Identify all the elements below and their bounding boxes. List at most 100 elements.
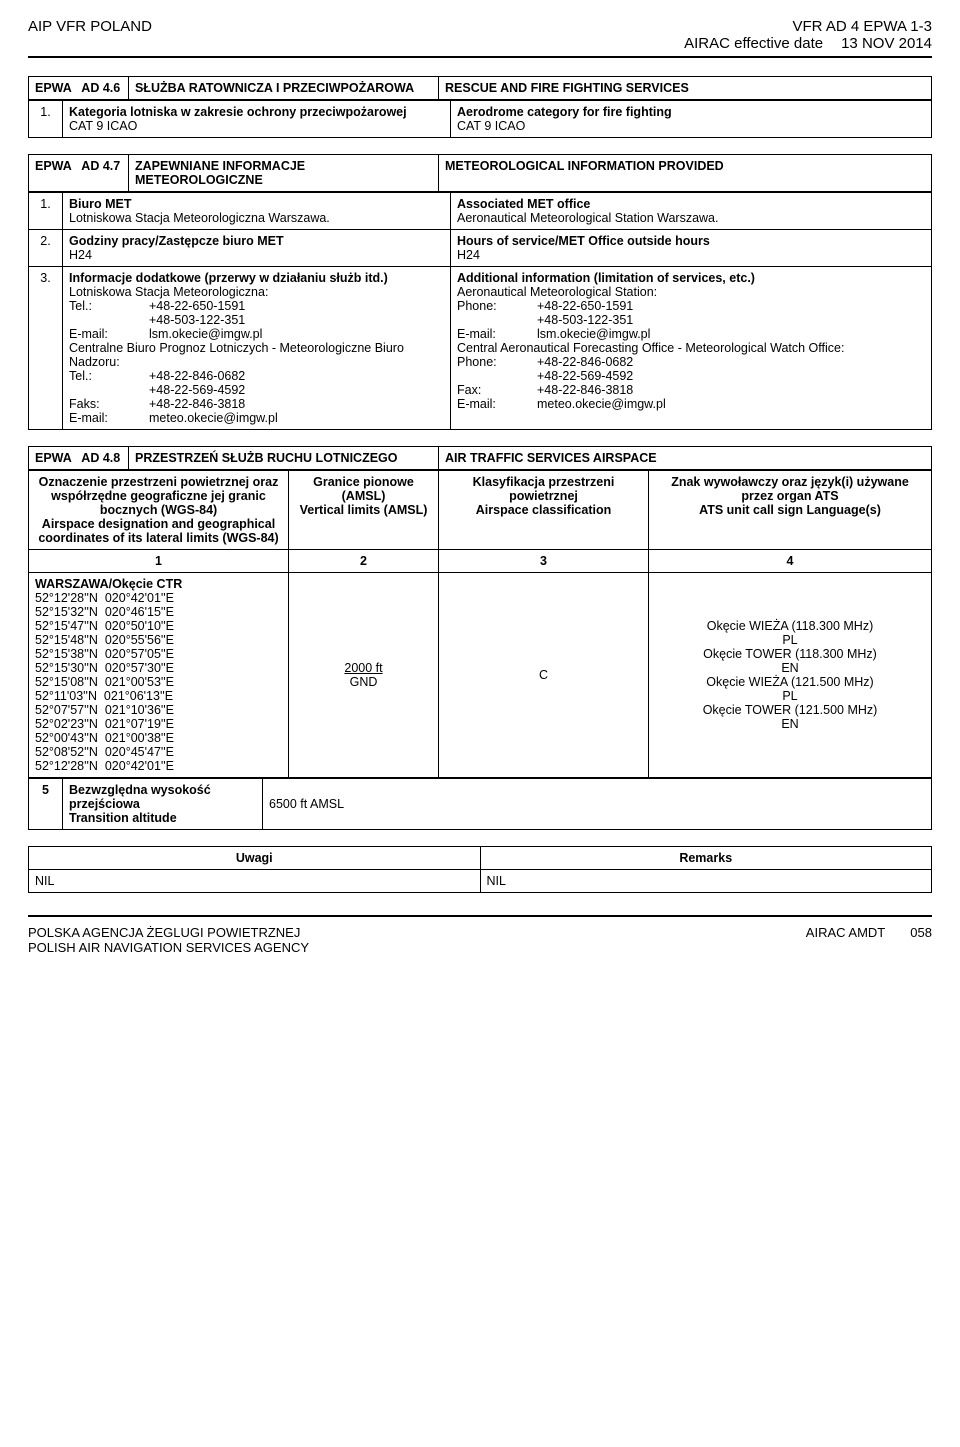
remarks-nil-pl: NIL bbox=[29, 870, 481, 893]
callsign-line: Okęcie TOWER (121.500 MHz) bbox=[655, 703, 925, 717]
ctr-name: WARSZAWA/Okęcie CTR bbox=[35, 577, 282, 591]
ats-h4-en: ATS unit call sign Language(s) bbox=[655, 503, 925, 517]
email-label-en2: E-mail: bbox=[457, 397, 537, 411]
sec47-r3-pl-t: Informacje dodatkowe (przerwy w działani… bbox=[69, 271, 444, 285]
coord-row: 52°15'08''N 021°00'53''E bbox=[35, 675, 282, 689]
r5-pl: Bezwzględna wysokość przejściowa bbox=[69, 783, 256, 811]
coord-row: 52°15'47''N 020°50'10''E bbox=[35, 619, 282, 633]
ats-table: Oznaczenie przestrzeni powietrznej oraz … bbox=[28, 470, 932, 778]
airspace-class: C bbox=[439, 573, 649, 778]
callsign-line: PL bbox=[655, 633, 925, 647]
callsign-line: Okęcie TOWER (118.300 MHz) bbox=[655, 647, 925, 661]
footer-right1: AIRAC AMDT bbox=[806, 925, 885, 940]
page-header: AIP VFR POLAND VFR AD 4 EPWA 1-3 AIRAC e… bbox=[28, 18, 932, 52]
coords-list: 52°12'28''N 020°42'01''E52°15'32''N 020°… bbox=[35, 591, 282, 773]
header-right-line1: VFR AD 4 EPWA 1-3 bbox=[684, 18, 932, 35]
sec47-r2-en-v: H24 bbox=[457, 248, 925, 262]
sec46-row1-pl-title: Kategoria lotniska w zakresie ochrony pr… bbox=[69, 105, 444, 119]
ats-h1-en: Airspace designation and geographical co… bbox=[35, 517, 282, 545]
sec46-title-en: RESCUE AND FIRE FIGHTING SERVICES bbox=[439, 77, 932, 100]
sec48-code: EPWA AD 4.8 bbox=[29, 447, 129, 470]
tel3-en: +48-22-846-0682 bbox=[537, 355, 925, 369]
sec47-r3-pl-intro: Lotniskowa Stacja Meteorologiczna: bbox=[69, 285, 444, 299]
sec47-code: EPWA AD 4.7 bbox=[29, 155, 129, 192]
section-4-6: EPWA AD 4.6 SŁUŻBA RATOWNICZA I PRZECIWP… bbox=[28, 76, 932, 100]
row5-table: 5 Bezwzględna wysokość przejściowa Trans… bbox=[28, 778, 932, 830]
tel2: +48-503-122-351 bbox=[149, 313, 444, 327]
email2-en: meteo.okecie@imgw.pl bbox=[537, 397, 925, 411]
sec47-r1-num: 1. bbox=[29, 193, 63, 230]
tel1: +48-22-650-1591 bbox=[149, 299, 444, 313]
tel-label-en: Phone: bbox=[457, 299, 537, 313]
coord-row: 52°12'28''N 020°42'01''E bbox=[35, 759, 282, 773]
ats-h2-en: Vertical limits (AMSL) bbox=[295, 503, 432, 517]
email-label-1: E-mail: bbox=[69, 327, 149, 341]
callsign-line: Okęcie WIEŻA (121.500 MHz) bbox=[655, 675, 925, 689]
ats-n3: 3 bbox=[439, 550, 649, 573]
ats-h3-en: Airspace classification bbox=[445, 503, 642, 517]
section-4-8: EPWA AD 4.8 PRZESTRZEŃ SŁUŻB RUCHU LOTNI… bbox=[28, 446, 932, 470]
callsign-line: Okęcie WIEŻA (118.300 MHz) bbox=[655, 619, 925, 633]
email1: lsm.okecie@imgw.pl bbox=[149, 327, 444, 341]
callsign-line: PL bbox=[655, 689, 925, 703]
tel-label-en-2: Phone: bbox=[457, 355, 537, 369]
email-label-2: E-mail: bbox=[69, 411, 149, 425]
sec47-r3-en-intro: Aeronautical Meteorological Station: bbox=[457, 285, 925, 299]
sec47-r1-pl-v: Lotniskowa Stacja Meteorologiczna Warsza… bbox=[69, 211, 444, 225]
coord-row: 52°15'38''N 020°57'05''E bbox=[35, 647, 282, 661]
r5-num: 5 bbox=[29, 779, 63, 830]
callsign-line: EN bbox=[655, 661, 925, 675]
cb-pl: Centralne Biuro Prognoz Lotniczych - Met… bbox=[69, 341, 444, 369]
sec47-r3-num: 3. bbox=[29, 267, 63, 430]
sec46-row1-num: 1. bbox=[29, 101, 63, 138]
sec47-r2-pl-t: Godziny pracy/Zastępcze biuro MET bbox=[69, 234, 444, 248]
header-rule bbox=[28, 56, 932, 58]
coord-row: 52°15'32''N 020°46'15''E bbox=[35, 605, 282, 619]
cb-en: Central Aeronautical Forecasting Office … bbox=[457, 341, 925, 355]
header-right: VFR AD 4 EPWA 1-3 AIRAC effective date 1… bbox=[684, 18, 932, 52]
sec46-row1-en-val: CAT 9 ICAO bbox=[457, 119, 925, 133]
tel4: +48-22-569-4592 bbox=[149, 383, 444, 397]
fax: +48-22-846-3818 bbox=[149, 397, 444, 411]
sec47-r1-pl-t: Biuro MET bbox=[69, 197, 444, 211]
r5-val: 6500 ft AMSL bbox=[263, 779, 932, 830]
coord-row: 52°12'28''N 020°42'01''E bbox=[35, 591, 282, 605]
email2: meteo.okecie@imgw.pl bbox=[149, 411, 444, 425]
vlimits-bot: GND bbox=[295, 675, 432, 689]
sec47-r2-pl-v: H24 bbox=[69, 248, 444, 262]
ats-n4: 4 bbox=[649, 550, 932, 573]
vlimits-top: 2000 ft bbox=[295, 661, 432, 675]
sec47-r1-en-v: Aeronautical Meteorological Station Wars… bbox=[457, 211, 925, 225]
coord-row: 52°00'43''N 021°00'38''E bbox=[35, 731, 282, 745]
section-4-7: EPWA AD 4.7 ZAPEWNIANE INFORMACJE METEOR… bbox=[28, 154, 932, 192]
sec47-r3-en-t: Additional information (limitation of se… bbox=[457, 271, 925, 285]
coord-row: 52°07'57''N 021°10'36''E bbox=[35, 703, 282, 717]
footer-right2: 058 bbox=[910, 925, 932, 940]
coord-row: 52°02'23''N 021°07'19''E bbox=[35, 717, 282, 731]
tel3: +48-22-846-0682 bbox=[149, 369, 444, 383]
sec47-r2-num: 2. bbox=[29, 230, 63, 267]
header-left: AIP VFR POLAND bbox=[28, 18, 152, 35]
remarks-pl: Uwagi bbox=[29, 847, 481, 870]
ats-h1-pl: Oznaczenie przestrzeni powietrznej oraz … bbox=[35, 475, 282, 517]
tel1-en: +48-22-650-1591 bbox=[537, 299, 925, 313]
tel4-en: +48-22-569-4592 bbox=[537, 369, 925, 383]
ats-n1: 1 bbox=[29, 550, 289, 573]
r5-en: Transition altitude bbox=[69, 811, 256, 825]
remarks-en: Remarks bbox=[480, 847, 932, 870]
sec48-title-pl: PRZESTRZEŃ SŁUŻB RUCHU LOTNICZEGO bbox=[129, 447, 439, 470]
sec46-code: EPWA AD 4.6 bbox=[29, 77, 129, 100]
remarks-table: Uwagi Remarks NIL NIL bbox=[28, 846, 932, 893]
sec48-title-en: AIR TRAFFIC SERVICES AIRSPACE bbox=[439, 447, 932, 470]
header-airac-label: AIRAC effective date bbox=[684, 35, 823, 52]
callsigns: Okęcie WIEŻA (118.300 MHz)PLOkęcie TOWER… bbox=[655, 619, 925, 731]
page-footer: POLSKA AGENCJA ŻEGLUGI POWIETRZNEJ POLIS… bbox=[28, 925, 932, 955]
header-airac-date: 13 NOV 2014 bbox=[841, 35, 932, 52]
footer-left2: POLISH AIR NAVIGATION SERVICES AGENCY bbox=[28, 940, 309, 955]
sec46-title-pl: SŁUŻBA RATOWNICZA I PRZECIWPOŻAROWA bbox=[129, 77, 439, 100]
email-label-en1: E-mail: bbox=[457, 327, 537, 341]
fax-label-pl: Faks: bbox=[69, 397, 149, 411]
coord-row: 52°11'03''N 021°06'13''E bbox=[35, 689, 282, 703]
coord-row: 52°08'52''N 020°45'47''E bbox=[35, 745, 282, 759]
fax-label-en: Fax: bbox=[457, 383, 537, 397]
